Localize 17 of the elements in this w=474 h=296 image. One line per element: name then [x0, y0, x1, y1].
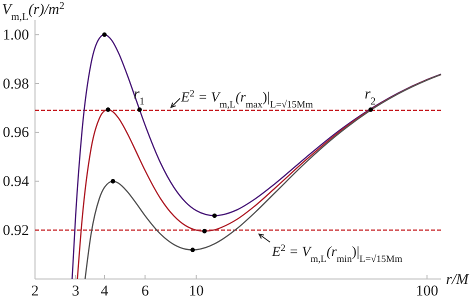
x-tick-label: 100: [416, 284, 438, 296]
x-tick-label: 6: [141, 284, 150, 296]
y-axis-title: V$_{m,L}$(r)/m$^{2}$: [2, 0, 64, 22]
x-tick-label: 3: [72, 284, 80, 296]
y-tick-label: 0.98: [2, 76, 29, 92]
y-tick-label: 1.00: [2, 27, 29, 44]
annotation: r$_{1}$: [134, 86, 145, 108]
annotation: r$_{2}$: [364, 86, 376, 108]
y-tick-label: 0.96: [2, 125, 30, 142]
ref-line-label: E$^{2}$ = V$_{m,L}$(r$_{min}$)|$_{L=√15Mm}$: [271, 242, 403, 265]
x-tick-label: 10: [188, 284, 204, 296]
x-tick-label: 2: [31, 284, 39, 296]
x-tick-label: 4: [100, 284, 109, 296]
x-axis-title: r/M: [446, 272, 470, 288]
ref-line-label: E$^{2}$ = V$_{m,L}$(r$_{max}$)|$_{L=√15Mm}$: [180, 88, 314, 110]
y-tick-label: 0.92: [2, 222, 29, 239]
y-tick-label: 0.94: [2, 174, 30, 190]
